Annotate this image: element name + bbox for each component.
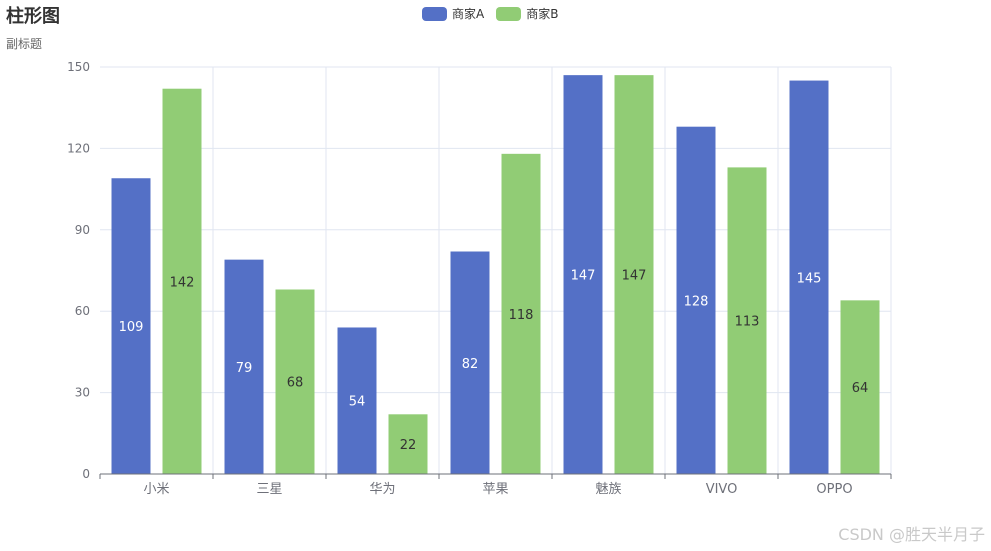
legend-item-series-a[interactable]: 商家A — [422, 5, 484, 22]
bar — [727, 167, 767, 475]
bar-value-label: 109 — [119, 320, 144, 335]
bar — [614, 75, 654, 474]
chart-title: 柱形图 — [6, 6, 60, 27]
y-tick-label: 90 — [75, 223, 90, 237]
bar — [840, 300, 880, 474]
bar — [789, 80, 829, 475]
bar-value-label: 22 — [400, 438, 417, 453]
bar-value-label: 54 — [349, 395, 366, 410]
legend-swatch-series-a — [422, 6, 447, 21]
x-tick-label: VIVO — [706, 482, 738, 497]
y-tick-label: 60 — [75, 304, 90, 318]
bar — [337, 327, 377, 474]
bar-value-label: 142 — [170, 275, 195, 290]
legend-swatch-series-b — [496, 6, 522, 21]
bar — [224, 259, 264, 474]
bar-value-label: 147 — [622, 269, 647, 284]
legend-label-series-a: 商家A — [452, 7, 485, 21]
bar-value-label: 128 — [684, 294, 709, 309]
bar-value-label: 118 — [509, 308, 534, 323]
bar-value-label: 113 — [735, 315, 760, 330]
x-tick-label: 小米 — [143, 482, 169, 497]
y-tick-label: 0 — [82, 467, 90, 481]
y-tick-label: 150 — [67, 60, 90, 74]
x-tick-label: OPPO — [816, 482, 852, 497]
x-tick-label: 华为 — [369, 482, 395, 497]
bar — [563, 75, 603, 474]
bar — [162, 88, 202, 474]
bar-value-label: 68 — [287, 376, 304, 391]
chart-subtitle: 副标题 — [6, 37, 43, 51]
bar — [676, 126, 716, 475]
bar-value-label: 147 — [571, 269, 596, 284]
legend-item-series-b[interactable]: 商家B — [496, 5, 558, 22]
bar — [450, 251, 490, 474]
bar-value-label: 64 — [852, 381, 869, 396]
y-tick-label: 30 — [75, 386, 90, 400]
x-tick-label: 三星 — [256, 482, 282, 497]
watermark: CSDN @胜天半月子 — [838, 525, 985, 544]
bar-value-label: 79 — [236, 361, 253, 376]
bar — [388, 414, 428, 474]
bar — [275, 289, 315, 474]
x-tick-label: 苹果 — [482, 482, 508, 497]
bar-value-label: 82 — [462, 357, 479, 372]
legend: 商家A 商家B — [422, 5, 558, 22]
legend-label-series-b: 商家B — [526, 7, 559, 21]
x-tick-label: 魅族 — [595, 481, 621, 497]
bar-value-label: 145 — [797, 271, 822, 286]
bar — [501, 153, 541, 474]
bar — [111, 178, 151, 474]
y-tick-label: 120 — [67, 141, 90, 155]
